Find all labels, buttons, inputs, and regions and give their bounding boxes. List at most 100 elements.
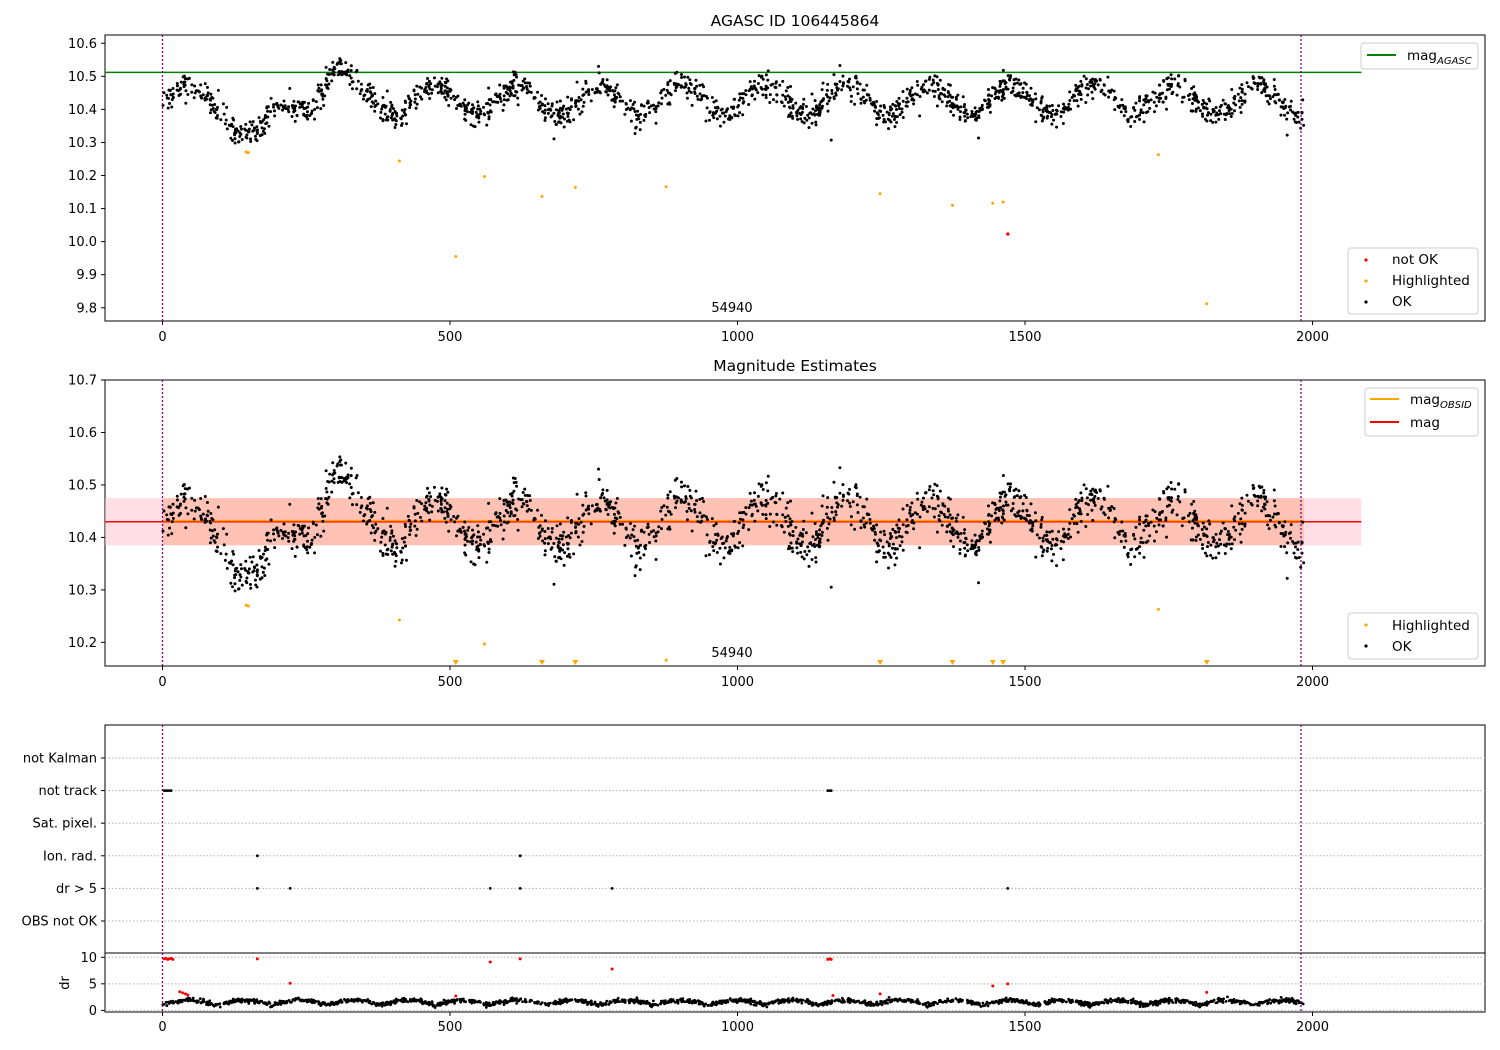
ok-point	[1085, 496, 1089, 500]
ok-point	[543, 530, 547, 534]
ok-point	[679, 84, 683, 88]
ok-point	[1126, 120, 1130, 124]
ok-point	[510, 494, 514, 498]
ok-point	[940, 100, 944, 104]
ok-point	[1133, 537, 1137, 541]
ok-point	[203, 520, 207, 524]
ok-point	[399, 561, 403, 565]
ok-point	[741, 518, 745, 522]
ok-point	[476, 104, 480, 108]
ok-point	[221, 102, 225, 106]
ok-point	[324, 469, 328, 473]
ok-point	[1066, 537, 1070, 541]
ok-point	[963, 546, 967, 550]
ok-point	[826, 95, 830, 99]
ok-point	[582, 100, 586, 104]
ok-point	[478, 542, 482, 546]
ok-point	[383, 112, 387, 116]
ok-point	[249, 586, 253, 590]
ok-point	[887, 113, 891, 117]
ok-point	[498, 511, 502, 515]
ok-point	[321, 514, 325, 518]
ok-point	[445, 487, 449, 491]
ok-point	[203, 494, 207, 498]
ok-point	[239, 125, 243, 129]
ok-point	[1294, 556, 1298, 560]
ok-point	[1014, 487, 1018, 491]
ok-point	[365, 99, 369, 103]
ok-point	[416, 511, 420, 515]
ok-point	[768, 524, 772, 528]
ok-point	[786, 501, 790, 505]
ok-point	[325, 490, 329, 494]
ok-point	[525, 499, 529, 503]
ok-point	[749, 499, 753, 503]
ok-point	[171, 511, 175, 515]
ok-point	[958, 539, 962, 543]
ok-point	[266, 538, 270, 542]
ok-point	[1040, 515, 1044, 519]
ok-point	[737, 529, 741, 533]
ok-point	[282, 522, 286, 526]
ok-point	[913, 511, 917, 515]
ok-point	[403, 108, 407, 112]
ok-point	[898, 534, 902, 538]
ok-point	[279, 103, 283, 107]
ok-point	[171, 92, 175, 96]
ok-point	[633, 539, 637, 543]
ok-point	[563, 551, 567, 555]
ok-point	[1073, 514, 1077, 518]
ok-point	[389, 100, 393, 104]
ok-point	[854, 74, 858, 78]
ok-point	[1059, 110, 1063, 114]
ok-point	[1187, 520, 1191, 524]
ok-point	[1240, 496, 1244, 500]
ok-point	[552, 137, 556, 141]
ok-point	[727, 550, 731, 554]
ok-point	[413, 100, 417, 104]
ok-point	[801, 534, 805, 538]
ok-point	[574, 99, 578, 103]
ok-point	[1217, 551, 1221, 555]
ok-point	[581, 87, 585, 91]
ok-point	[277, 106, 281, 110]
ok-point	[1001, 68, 1005, 72]
ok-point	[1075, 522, 1079, 526]
ok-point	[1098, 78, 1102, 82]
panel2-xtick-label: 0	[158, 675, 166, 690]
ok-point	[895, 100, 899, 104]
ok-point	[381, 95, 385, 99]
ok-point	[599, 496, 603, 500]
ok-point	[753, 97, 757, 101]
ok-point	[811, 535, 815, 539]
highlighted-point	[664, 658, 668, 662]
ok-point	[750, 87, 754, 91]
ok-point	[1202, 525, 1206, 529]
ok-point	[660, 89, 664, 93]
ok-point	[1215, 541, 1219, 545]
ok-point	[393, 109, 397, 113]
ok-point	[169, 93, 173, 97]
ok-point	[1180, 100, 1184, 104]
ok-point	[904, 524, 908, 528]
ok-point	[988, 522, 992, 526]
ok-point	[695, 499, 699, 503]
ok-point	[569, 531, 573, 535]
ok-point	[255, 570, 259, 574]
ok-point	[696, 97, 700, 101]
ok-point	[471, 103, 475, 107]
ok-point	[1050, 543, 1054, 547]
ok-point	[502, 520, 506, 524]
ok-point	[1173, 487, 1177, 491]
ok-point	[775, 100, 779, 104]
ok-point	[574, 104, 578, 108]
ok-point	[303, 114, 307, 118]
ok-point	[683, 500, 687, 504]
ok-point	[955, 104, 959, 108]
ok-point	[165, 513, 169, 517]
ok-point	[665, 505, 669, 509]
ok-point	[413, 93, 417, 97]
ok-point	[420, 97, 424, 101]
ok-point	[898, 544, 902, 548]
ok-point	[273, 546, 277, 550]
